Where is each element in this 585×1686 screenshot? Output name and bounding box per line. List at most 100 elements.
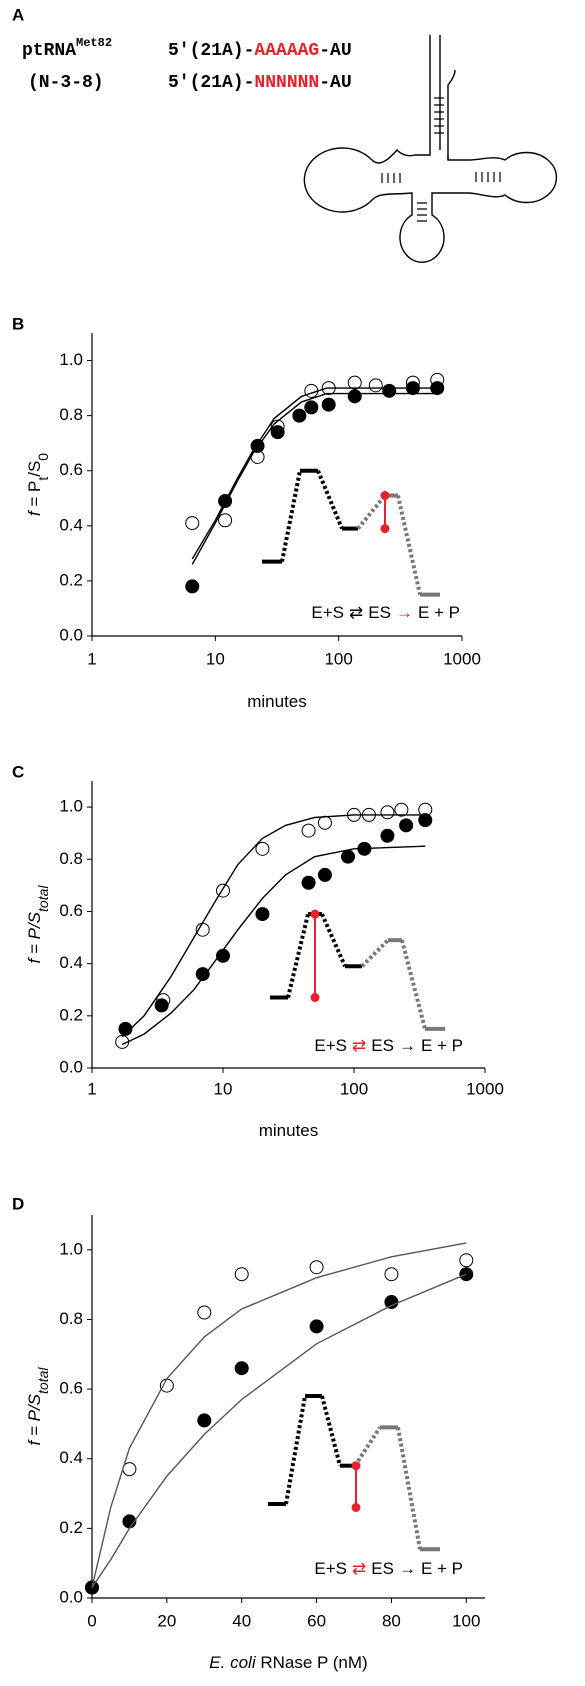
filled-point: [317, 867, 332, 882]
y-tick-label: 0.2: [59, 1518, 83, 1537]
x-tick-label: 100: [340, 1079, 368, 1098]
reaction-equation: E+S ⇄ ES → E + P: [311, 603, 460, 622]
equation-part: E+S: [314, 1560, 347, 1579]
barrier-dot: [310, 909, 320, 919]
energy-profile: [360, 938, 390, 968]
energy-profile: [320, 913, 347, 968]
equation-part: ES: [368, 603, 391, 622]
text-part: /S: [25, 461, 44, 477]
open-point: [394, 802, 409, 817]
y-tick-label: 0.8: [59, 405, 83, 424]
open-point: [234, 1267, 249, 1282]
open-point: [459, 1253, 474, 1268]
filled-point: [347, 389, 362, 404]
y-tick-label: 0.2: [59, 570, 83, 589]
filled-point: [309, 1319, 324, 1334]
x-tick-label: 100: [452, 1611, 480, 1630]
energy-profile: [400, 939, 427, 1030]
x-tick-label: 0: [87, 1611, 96, 1630]
filled-point: [399, 818, 414, 833]
sequence-name: (N-3-8): [28, 73, 104, 93]
filled-point: [154, 998, 169, 1013]
fit-curve: [91, 1242, 467, 1588]
x-axis-label: minutes: [247, 692, 307, 711]
reaction-equation: E+S ⇄ ES → E + P: [314, 1560, 463, 1579]
x-tick-label: 20: [157, 1611, 176, 1630]
sequence: 5′(21A)-AAAAAG-AU: [168, 41, 352, 61]
x-tick-label: 40: [232, 1611, 251, 1630]
text-part: -AU: [319, 73, 351, 93]
y-tick-label: 0.0: [59, 625, 83, 644]
filled-point: [341, 849, 356, 864]
filled-point: [418, 813, 433, 828]
text-part: = P: [25, 481, 44, 512]
energy-profile: [280, 470, 302, 563]
panel-label: A: [12, 5, 24, 24]
open-point: [380, 805, 395, 820]
fit-curve: [121, 845, 426, 1046]
equation-part: E + P: [418, 603, 460, 622]
filled-point: [197, 1413, 212, 1428]
text-part: 5′(21A)-: [168, 41, 254, 61]
open-point: [309, 1260, 324, 1275]
text-part: 0: [35, 453, 51, 461]
text-part: 5′(21A)-: [168, 73, 254, 93]
panel-label: B: [12, 314, 24, 333]
x-axis-label: E. coli RNase P (nM): [209, 1653, 367, 1672]
equation-part: ES: [371, 1037, 394, 1056]
text-part: RNase P (nM): [256, 1653, 368, 1672]
fit-curve: [91, 1273, 467, 1588]
equation-part: →: [399, 1037, 416, 1056]
energy-profile: [353, 1426, 382, 1467]
text-part: f = P/S: [25, 911, 44, 963]
filled-point: [292, 408, 307, 423]
sequence: 5′(21A)-NNNNNN-AU: [168, 73, 352, 93]
filled-point: [301, 875, 316, 890]
equation-part: E+S: [314, 1037, 347, 1056]
y-tick-label: 0.6: [59, 460, 83, 479]
equation-part: ES: [371, 1560, 394, 1579]
x-tick-label: 100: [324, 649, 352, 668]
open-point: [255, 841, 270, 856]
equation-part: →: [399, 1560, 416, 1579]
text-part: -AU: [319, 41, 351, 61]
equation-part: E+S: [311, 603, 344, 622]
fit-curve: [191, 387, 438, 560]
text-part: ptRNA: [22, 41, 76, 61]
open-point: [218, 513, 233, 528]
x-tick-label: 60: [307, 1611, 326, 1630]
sequence-name: ptRNAMet82: [22, 36, 112, 61]
open-point: [368, 378, 383, 393]
reaction-equation: E+S ⇄ ES → E + P: [314, 1037, 463, 1056]
equation-part: E + P: [421, 1560, 463, 1579]
equation-part: ⇄: [352, 1560, 366, 1579]
y-axis-label: f = P/Stotal: [25, 1367, 50, 1446]
energy-profile: [396, 1427, 422, 1550]
panel-label: C: [12, 762, 24, 781]
filled-point: [234, 1361, 249, 1376]
filled-point: [270, 425, 285, 440]
y-tick-label: 0.2: [59, 1005, 83, 1024]
y-tick-label: 0.8: [59, 1309, 83, 1328]
filled-point: [304, 400, 319, 415]
y-tick-label: 0.0: [59, 1587, 83, 1606]
barrier-dot: [351, 1461, 361, 1471]
trna-diagram: [303, 35, 558, 263]
filled-point: [321, 397, 336, 412]
y-tick-label: 1.0: [59, 1239, 83, 1258]
filled-point: [185, 579, 200, 594]
open-point: [197, 1305, 212, 1320]
x-tick-label: 1000: [466, 1079, 504, 1098]
text-part: (N-3-8): [28, 73, 104, 93]
x-tick-label: 80: [382, 1611, 401, 1630]
text-part: total: [35, 885, 51, 912]
x-tick-label: 10: [206, 649, 225, 668]
y-tick-label: 1.0: [59, 350, 83, 369]
panel-label: D: [12, 1194, 24, 1213]
text-part: E. coli: [209, 1653, 257, 1672]
text-part: f = P/S: [25, 1393, 44, 1445]
y-tick-label: 0.4: [59, 953, 83, 972]
text-part: f: [25, 509, 44, 516]
